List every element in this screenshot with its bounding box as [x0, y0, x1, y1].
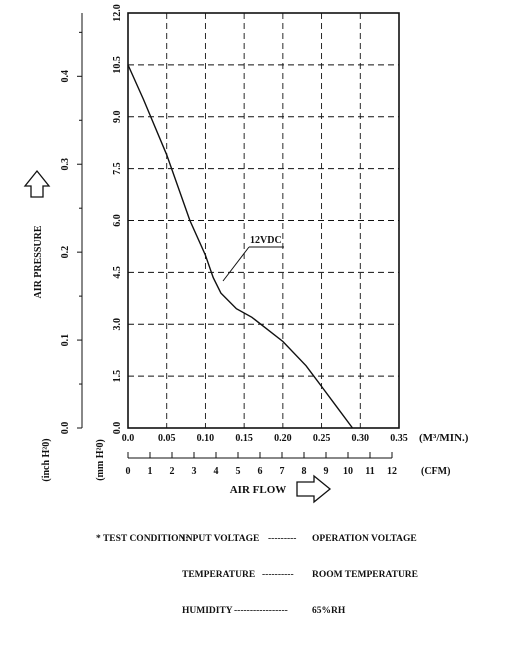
secondary-x-tick-label: 8 [302, 466, 307, 477]
series-label-12vdc: 12VDC [250, 235, 282, 246]
y-tick-label: 9.0 [112, 111, 123, 124]
x-tick-labels: 0.0 0.05 0.10 0.15 0.20 0.25 0.30 0.35 [122, 433, 408, 444]
x-tick-label: 0.25 [313, 433, 331, 444]
x-axis-unit-m3min: (M³/MIN.) [419, 432, 469, 444]
x-tick-label: 0.20 [274, 433, 292, 444]
test-condition-value: 65%RH [312, 606, 346, 616]
x-tick-label: 0.30 [352, 433, 370, 444]
test-condition-prefix: * TEST CONDITION: [96, 534, 189, 544]
secondary-x-tick-label: 10 [343, 466, 353, 477]
x-tick-label: 0.10 [197, 433, 215, 444]
secondary-x-tick-label: 0 [126, 466, 131, 477]
test-condition-key: HUMIDITY [182, 606, 233, 616]
y-axis-unit-inchh2o: (inch H²0) [41, 438, 52, 481]
y-tick-label: 6.0 [112, 214, 123, 227]
series-line-12vdc [127, 64, 354, 429]
secondary-x-tick-label: 2 [170, 466, 175, 477]
secondary-y-tick-label: 0.4 [60, 70, 71, 83]
test-condition-dashes: ---------- [262, 570, 294, 580]
grid-lines [128, 13, 399, 428]
secondary-x-tick-label: 7 [280, 466, 285, 477]
plot-frame [127, 12, 400, 429]
y-tick-labels: 0.0 1.5 3.0 4.5 6.0 7.5 9.0 10.5 12.0 [112, 4, 123, 434]
secondary-x-tick-label: 3 [192, 466, 197, 477]
test-condition-dashes: --------- [268, 534, 297, 544]
test-condition-value: ROOM TEMPERATURE [312, 570, 418, 580]
x-tick-label: 0.05 [158, 433, 176, 444]
secondary-y-axis: 0.0 0.1 0.2 0.3 0.4 [60, 13, 83, 435]
x-tick-label: 0.0 [122, 433, 135, 444]
y-tick-label: 12.0 [112, 4, 123, 22]
test-condition-dashes: ----------------- [234, 606, 288, 616]
secondary-x-axis: 0 1 2 3 4 5 6 7 8 9 10 11 12 [126, 452, 397, 477]
pq-curve-chart: 0.01.53.04.56.07.59.010.512.0 0.00.10.20… [23, 4, 469, 504]
secondary-y-tick-label: 0.3 [60, 158, 71, 171]
secondary-x-tick-label: 11 [365, 466, 374, 477]
arrow-right-icon [296, 474, 332, 504]
secondary-y-tick-label: 0.1 [60, 334, 71, 347]
secondary-x-tick-label: 12 [387, 466, 397, 477]
secondary-x-tick-label: 1 [148, 466, 153, 477]
test-condition-note: * TEST CONDITION: INPUT VOLTAGE --------… [96, 509, 436, 616]
x-tick-label: 0.35 [390, 433, 408, 444]
secondary-y-tick-label: 0.0 [60, 422, 71, 435]
x-tick-label: 0.15 [235, 433, 253, 444]
secondary-x-tick-label: 6 [258, 466, 263, 477]
y-axis-unit-mmh2o: (mm H²0) [95, 439, 106, 481]
y-axis-title: AIR PRESSURE [33, 225, 44, 298]
test-condition-value: OPERATION VOLTAGE [312, 534, 417, 544]
secondary-x-tick-label: 4 [214, 466, 219, 477]
test-condition-key: TEMPERATURE [182, 570, 256, 580]
x-axis-unit-cfm: (CFM) [421, 466, 450, 477]
y-tick-label: 10.5 [112, 56, 123, 74]
y-tick-label: 0.0 [112, 422, 123, 435]
series-label-leader [222, 246, 250, 282]
arrow-up-icon [23, 169, 51, 198]
secondary-x-tick-label: 5 [236, 466, 241, 477]
y-tick-label: 4.5 [112, 266, 123, 279]
secondary-y-tick-label: 0.2 [60, 246, 71, 258]
test-condition-key: INPUT VOLTAGE [182, 534, 260, 544]
secondary-x-tick-label: 9 [324, 466, 329, 477]
y-tick-label: 7.5 [112, 162, 123, 175]
y-tick-label: 3.0 [112, 318, 123, 331]
y-tick-label: 1.5 [112, 370, 123, 383]
x-axis-title: AIR FLOW [230, 484, 287, 496]
